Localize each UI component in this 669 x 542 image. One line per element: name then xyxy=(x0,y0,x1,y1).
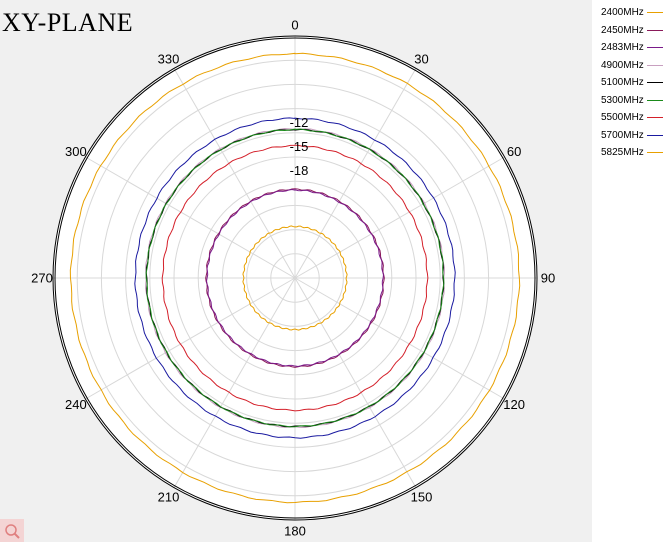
legend-item: 2400MHz xyxy=(601,4,669,22)
legend-label: 2450MHz xyxy=(601,24,644,36)
angular-grid-line xyxy=(85,156,296,279)
angular-grid-line xyxy=(294,277,505,400)
legend-label: 4900MHz xyxy=(601,59,644,71)
legend-item: 5825MHz xyxy=(601,144,669,162)
legend-swatch xyxy=(646,99,663,101)
angle-tick-label: 60 xyxy=(507,144,521,159)
series-trace xyxy=(206,189,384,367)
legend-label: 5500MHz xyxy=(601,112,644,124)
outer-ring-inner xyxy=(54,37,536,519)
series-trace xyxy=(161,144,429,412)
legend-item: 5700MHz xyxy=(601,127,669,145)
legend-item: 5100MHz xyxy=(601,74,669,92)
angular-grid-line xyxy=(294,156,505,279)
legend: 2400MHz 2450MHz 2483MHz 4900MHz 5100MHz 5300M… xyxy=(601,4,669,162)
legend-swatch xyxy=(646,47,663,49)
radial-tick-label: -15 xyxy=(290,139,309,154)
angle-tick-label: 30 xyxy=(414,51,428,66)
legend-swatch xyxy=(646,134,663,136)
angular-grid-line xyxy=(294,68,417,279)
series-trace xyxy=(242,225,348,331)
outer-ring xyxy=(52,35,538,521)
legend-swatch xyxy=(646,152,663,154)
angle-tick-label: 330 xyxy=(158,51,180,66)
legend-label: 5300MHz xyxy=(601,94,644,106)
legend-swatch xyxy=(646,64,663,66)
angular-grid-line xyxy=(173,277,296,488)
legend-item: 2450MHz xyxy=(601,22,669,40)
legend-label: 5700MHz xyxy=(601,129,644,141)
legend-item: 5300MHz xyxy=(601,92,669,110)
legend-item: 5500MHz xyxy=(601,109,669,127)
angle-tick-label: 120 xyxy=(503,397,525,412)
legend-item: 4900MHz xyxy=(601,57,669,75)
plot-panel: 0 30 60 90 120 150 180 210 240 270 300 330 -12 -15 -18… xyxy=(0,0,592,542)
angle-tick-label: 0 xyxy=(291,18,298,33)
chart-title: XY-PLANE xyxy=(2,8,134,37)
angular-grid-line xyxy=(173,68,296,279)
polar-chart: 0 30 60 90 120 150 180 210 240 270 300 330 -12 -15 -18 xyxy=(31,18,555,539)
angle-tick-label: 210 xyxy=(158,490,180,505)
legend-swatch xyxy=(646,82,663,84)
angle-tick-label: 90 xyxy=(541,271,555,286)
angular-grid-line xyxy=(294,277,417,488)
series-trace xyxy=(134,117,456,439)
legend-label: 2483MHz xyxy=(601,42,644,54)
legend-swatch xyxy=(646,117,663,119)
zoom-icon[interactable] xyxy=(0,519,24,542)
angular-grid-line xyxy=(85,277,296,400)
angle-tick-label: 180 xyxy=(284,524,306,539)
series-trace xyxy=(145,128,445,428)
legend-label: 5825MHz xyxy=(601,147,644,159)
angle-tick-label: 150 xyxy=(411,490,433,505)
radial-tick-label: -18 xyxy=(290,163,309,178)
legend-label: 5100MHz xyxy=(601,77,644,89)
angle-tick-label: 300 xyxy=(65,144,87,159)
legend-swatch xyxy=(646,12,663,14)
legend-item: 2483MHz xyxy=(601,39,669,57)
legend-swatch xyxy=(646,29,663,31)
legend-label: 2400MHz xyxy=(601,7,644,19)
series-trace xyxy=(69,52,521,504)
angle-tick-label: 240 xyxy=(65,397,87,412)
angle-tick-label: 270 xyxy=(31,271,53,286)
radial-tick-label: -12 xyxy=(290,115,309,130)
